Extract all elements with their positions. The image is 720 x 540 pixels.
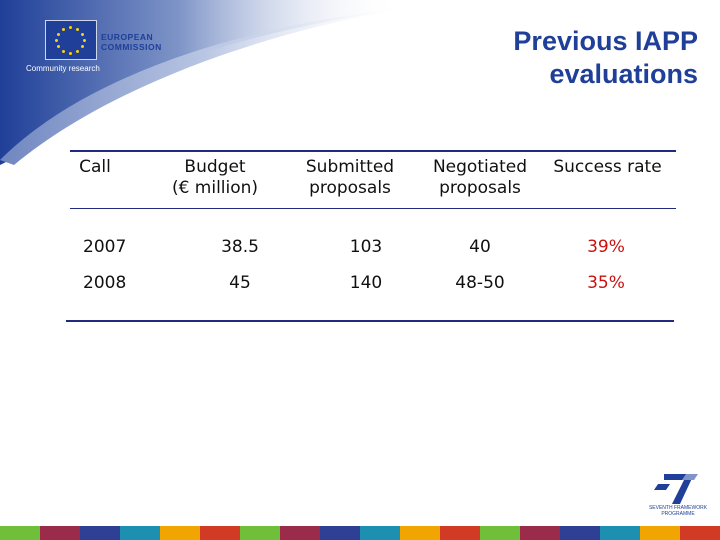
- eu-logo-text: EUROPEAN COMMISSION: [101, 32, 162, 52]
- european-commission-logo: EUROPEAN COMMISSION: [45, 20, 162, 60]
- community-research-label: Community research: [26, 64, 100, 73]
- cell-success-rate: 39%: [587, 237, 625, 257]
- slide-title-line2: evaluations: [549, 59, 698, 89]
- footer-color-stripe: [0, 526, 720, 540]
- fp7-logo-text: SEVENTH FRAMEWORK PROGRAMME: [648, 505, 708, 517]
- header-budget: Budget (€ million): [150, 157, 280, 199]
- cell-budget: 38.5: [221, 237, 259, 257]
- header-negotiated-line2: proposals: [439, 178, 521, 198]
- fp7-logo-icon: [654, 474, 698, 504]
- fp7-text-line1: SEVENTH FRAMEWORK: [648, 505, 708, 511]
- slide-title-line1: Previous IAPP: [513, 26, 698, 56]
- header-submitted: Submitted proposals: [290, 157, 410, 199]
- table-top-rule: [70, 150, 676, 152]
- header-submitted-line1: Submitted: [305, 157, 395, 177]
- eu-flag-icon: [45, 20, 97, 60]
- cell-negotiated: 40: [469, 237, 491, 257]
- cell-success-rate: 35%: [587, 273, 625, 293]
- cell-call: 2007: [83, 237, 127, 257]
- eu-logo-line2: COMMISSION: [101, 42, 162, 52]
- header-success-rate: Success rate: [553, 157, 662, 177]
- cell-negotiated: 48-50: [455, 273, 505, 293]
- header-budget-line1: Budget: [184, 157, 246, 177]
- cell-submitted: 140: [349, 273, 383, 293]
- header-budget-line2: (€ million): [171, 178, 259, 198]
- header-negotiated-line1: Negotiated: [432, 157, 528, 177]
- slide-title: Previous IAPP evaluations: [438, 25, 698, 91]
- header-swoosh: [0, 0, 410, 165]
- table-header-rule: [70, 208, 676, 209]
- eu-logo-line1: EUROPEAN: [101, 32, 154, 42]
- header-negotiated: Negotiated proposals: [420, 157, 540, 199]
- table-bottom-rule: [66, 320, 674, 322]
- header-call: Call: [79, 157, 111, 177]
- fp7-text-line2: PROGRAMME: [661, 511, 695, 517]
- header-submitted-line2: proposals: [309, 178, 391, 198]
- cell-budget: 45: [229, 273, 251, 293]
- cell-call: 2008: [83, 273, 127, 293]
- cell-submitted: 103: [349, 237, 383, 257]
